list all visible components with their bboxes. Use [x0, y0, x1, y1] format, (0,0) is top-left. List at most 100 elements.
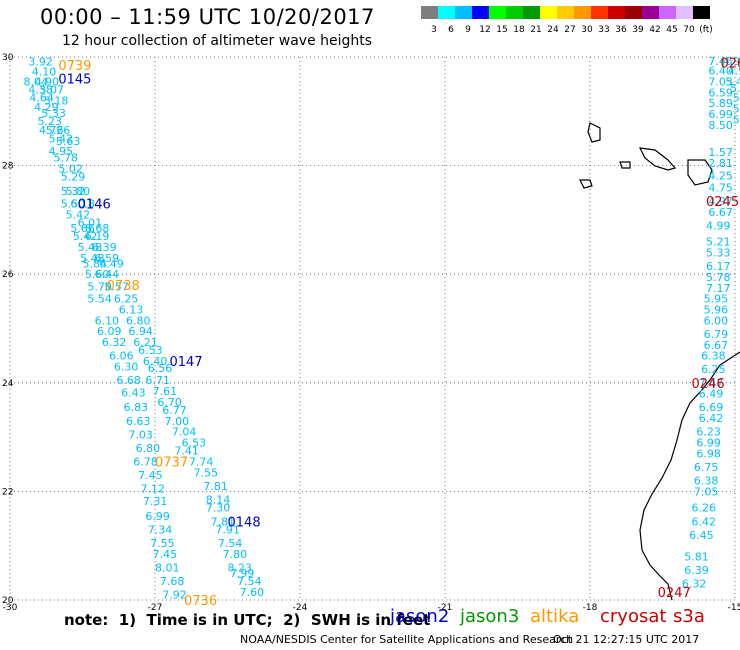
pass-label: 0739 — [58, 59, 91, 74]
swh-value: 5.66 — [70, 222, 95, 235]
swh-value: 1.57 — [708, 146, 733, 159]
swh-value: 6.32 — [682, 578, 707, 591]
swh-value: 7.05 — [694, 485, 719, 498]
swh-value: 5.07 — [39, 84, 64, 97]
scale-label: 36 — [615, 25, 627, 35]
x-tick-label: -15 — [728, 603, 740, 613]
island-tenerife — [638, 147, 677, 171]
swh-value: 5.40 — [725, 75, 740, 88]
swh-value: 5.7 — [733, 92, 740, 105]
swh-value: 5.78 — [54, 151, 79, 164]
swh-value: 6.49 — [99, 257, 124, 270]
swh-value: 6.75 — [694, 461, 719, 474]
swh-value: 5.48 — [78, 241, 103, 254]
swh-value: 6.40 — [708, 65, 733, 78]
swh-value: 5.84 — [83, 257, 108, 270]
swh-value: 7.12 — [141, 483, 166, 496]
scale-label: 9 — [465, 25, 471, 35]
scale-swatch — [693, 6, 710, 19]
swh-value: 6.56 — [148, 362, 173, 375]
legend-altika: altika — [530, 606, 580, 627]
swh-value: 5.33 — [706, 246, 731, 259]
scale-label: 42 — [649, 25, 660, 35]
swh-value: 7.17 — [706, 282, 731, 295]
swh-value: 6.10 — [95, 314, 120, 327]
swh-value: 7.31 — [143, 495, 168, 508]
swh-value: 7.60 — [240, 586, 264, 599]
legend-jason2: jason2 — [390, 606, 450, 627]
x-tick-label: -18 — [583, 603, 598, 613]
swh-value: 8.04 — [24, 75, 49, 88]
swh-value: 6.44 — [95, 268, 120, 281]
swh-value: 5.18 — [44, 94, 68, 107]
axis-tick-labels: -30 -27 -24 -21 -18 -15 30 28 26 24 22 20 — [2, 53, 740, 613]
pass-label: 0738 — [107, 279, 140, 294]
scale-label: 6 — [448, 25, 454, 35]
swh-value: 5.50 — [61, 198, 86, 211]
y-tick-label: 22 — [2, 487, 13, 497]
scale-swatch — [506, 6, 523, 19]
swh-value: 6.49 — [699, 388, 724, 401]
legend-jason3: jason3 — [460, 606, 520, 627]
swh-value: 5.96 — [704, 303, 729, 316]
swh-value: 6.71 — [145, 374, 170, 387]
swh-value: 6.83 — [124, 401, 149, 414]
swh-value: 6.26 — [692, 502, 717, 515]
scale-label: 45 — [666, 25, 677, 35]
x-tick-label: -24 — [293, 603, 308, 613]
pass-label: 0146 — [78, 198, 111, 213]
swh-value: 5.6 — [733, 113, 740, 126]
scale-swatch — [472, 6, 489, 19]
scale-label: 3 — [431, 25, 437, 35]
swh-value: 4.76 — [39, 124, 64, 137]
y-tick-label: 28 — [2, 162, 14, 172]
swh-value: 5.57 — [104, 281, 129, 294]
swh-value: 6.78 — [133, 456, 158, 469]
swh-value: 4.64 — [29, 92, 54, 105]
swh-value: 6.18 — [70, 198, 95, 211]
y-tick-label: 30 — [2, 53, 14, 63]
swh-value: 4.95 — [49, 145, 74, 158]
swh-value: 7.03 — [708, 75, 733, 88]
pass-label: 0148 — [228, 515, 261, 530]
swh-value: 6.21 — [133, 336, 158, 349]
swh-value: 6.77 — [162, 404, 187, 417]
scale-swatch — [642, 6, 659, 19]
scale-swatch — [421, 6, 438, 19]
swh-value: 4.29 — [34, 101, 59, 114]
scale-label: 18 — [513, 25, 525, 35]
swh-value: 5.21 — [706, 236, 731, 249]
swh-value: 4.97 — [708, 195, 733, 208]
scale-label: 24 — [547, 25, 559, 35]
swh-value: 2.81 — [708, 157, 733, 170]
swh-value: 6.01 — [78, 217, 103, 230]
swh-value: 7.61 — [153, 385, 178, 398]
swh-value: 6.53 — [182, 437, 207, 450]
swh-value: 6.53 — [138, 344, 163, 357]
swh-value: 6.30 — [114, 361, 138, 374]
scale-label: 30 — [581, 25, 593, 35]
swh-value: 7.41 — [174, 445, 199, 458]
coastline — [579, 122, 740, 601]
swh-value: 5.80 — [66, 185, 91, 198]
swh-value: 8.01 — [155, 561, 180, 574]
swh-value: 7.45 — [708, 55, 733, 68]
swh-value: 5.89 — [708, 97, 733, 110]
swh-value: 5.32 — [61, 185, 86, 198]
pass-label: 0245 — [706, 195, 739, 210]
swh-value: 5.81 — [684, 551, 709, 564]
swh-value: 6.39 — [92, 241, 117, 254]
swh-value: 5.42 — [73, 230, 98, 243]
swh-value: 6.32 — [102, 336, 127, 349]
scale-label: (ft) — [699, 25, 713, 35]
x-tick-label: -21 — [438, 603, 453, 613]
swh-value: 6.42 — [692, 515, 717, 528]
units-note: note: 1) Time is in UTC; 2) SWH is in fe… — [64, 611, 431, 629]
swh-value: 4.10 — [32, 66, 57, 79]
pass-label: 0246 — [692, 377, 725, 392]
swh-value: 7.54 — [237, 575, 262, 588]
swh-value: 6.38 — [701, 350, 726, 363]
swh-value: 5.33 — [41, 107, 66, 120]
swh-value: 5.95 — [704, 293, 729, 306]
